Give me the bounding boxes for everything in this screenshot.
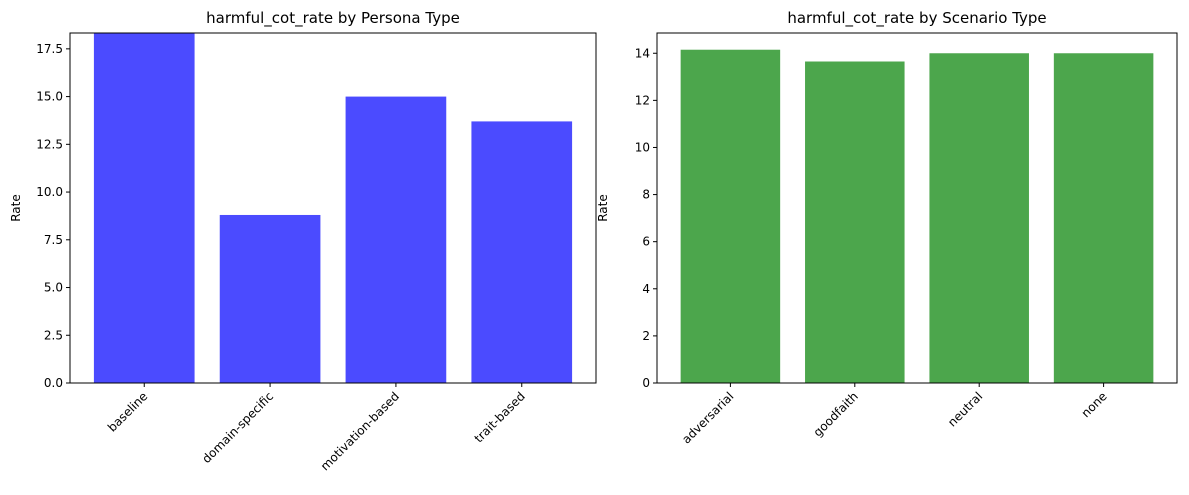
chart-panel-0: 0.0 2.5 5.0 7.5 10.0 12.5 15.0 17.5 baseline doma…: [9, 9, 597, 473]
bar-goodfaith: [805, 61, 905, 383]
y-tick-label: 7.5: [44, 233, 63, 247]
y-tick-label: 8: [642, 188, 650, 202]
x-tick-label: neutral: [945, 389, 985, 429]
bar-baseline: [93, 33, 195, 383]
y-tick-label: 0.0: [44, 376, 63, 390]
y-tick-label: 0: [642, 376, 650, 390]
y-axis-label: Rate: [9, 194, 23, 222]
y-tick-label: 12: [635, 93, 650, 107]
y-tick-label: 12.5: [36, 137, 63, 151]
y-tick-label: 4: [642, 282, 650, 296]
y-tick-label: 14: [635, 46, 650, 60]
y-tick-label: 10.0: [36, 185, 63, 199]
plot-frame: [69, 32, 597, 384]
y-tick-label: 17.5: [36, 42, 63, 56]
bar-adversarial: [680, 49, 781, 383]
x-tick-label: goodfaith: [811, 389, 861, 439]
y-tick-label: 15.0: [36, 90, 63, 104]
chart-title: harmful_cot_rate by Scenario Type: [787, 9, 1046, 28]
bar-motivation-based: [345, 96, 447, 383]
chart-panel-1: 0 2 4 6 8 10 12 14 adversarial goodfaith neutral no…: [596, 9, 1178, 446]
x-tick-label: baseline: [105, 389, 150, 434]
x-tick-label: adversarial: [679, 389, 736, 446]
bar-none: [1053, 53, 1154, 384]
plot-frame: [656, 32, 1178, 384]
y-tick-label: 10: [635, 140, 650, 154]
x-tick-label: domain-specific: [199, 389, 276, 466]
chart-title: harmful_cot_rate by Persona Type: [206, 9, 460, 28]
bar-neutral: [929, 53, 1029, 384]
x-tick-label: none: [1079, 389, 1110, 420]
x-tick-label: motivation-based: [318, 389, 402, 473]
y-tick-label: 2: [642, 329, 650, 343]
y-axis-label: Rate: [596, 194, 610, 222]
y-tick-label: 6: [642, 235, 650, 249]
y-tick-label: 5.0: [44, 281, 63, 295]
y-tick-label: 2.5: [44, 328, 63, 342]
bar-trait-based: [471, 121, 573, 383]
bar-domain-specific: [219, 214, 321, 383]
x-tick-label: trait-based: [472, 389, 528, 445]
